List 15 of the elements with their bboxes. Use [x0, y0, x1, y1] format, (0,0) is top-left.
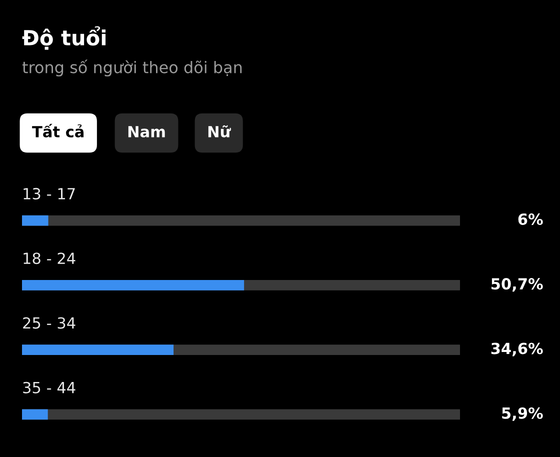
chart-subtitle: trong số người theo dõi bạn [22, 60, 242, 76]
y-tick-label: 13 - 17 [24, 188, 75, 200]
y-tick-label: 25 - 34 [23, 317, 76, 329]
y-tick-label: 18 - 24 [24, 252, 76, 264]
bar [22, 215, 48, 226]
data-label: 34,6% [491, 342, 543, 356]
data-label: 6% [518, 213, 543, 225]
chart-title: Độ tuổi [22, 26, 106, 50]
text: Nữ [208, 125, 231, 138]
data-label: 5,9% [502, 407, 543, 421]
data-label: 50,7% [492, 278, 543, 292]
text: Tất cả [32, 124, 84, 138]
y-tick-label: 35 - 44 [23, 382, 76, 394]
text: Nam [128, 126, 165, 138]
bar [22, 409, 48, 420]
